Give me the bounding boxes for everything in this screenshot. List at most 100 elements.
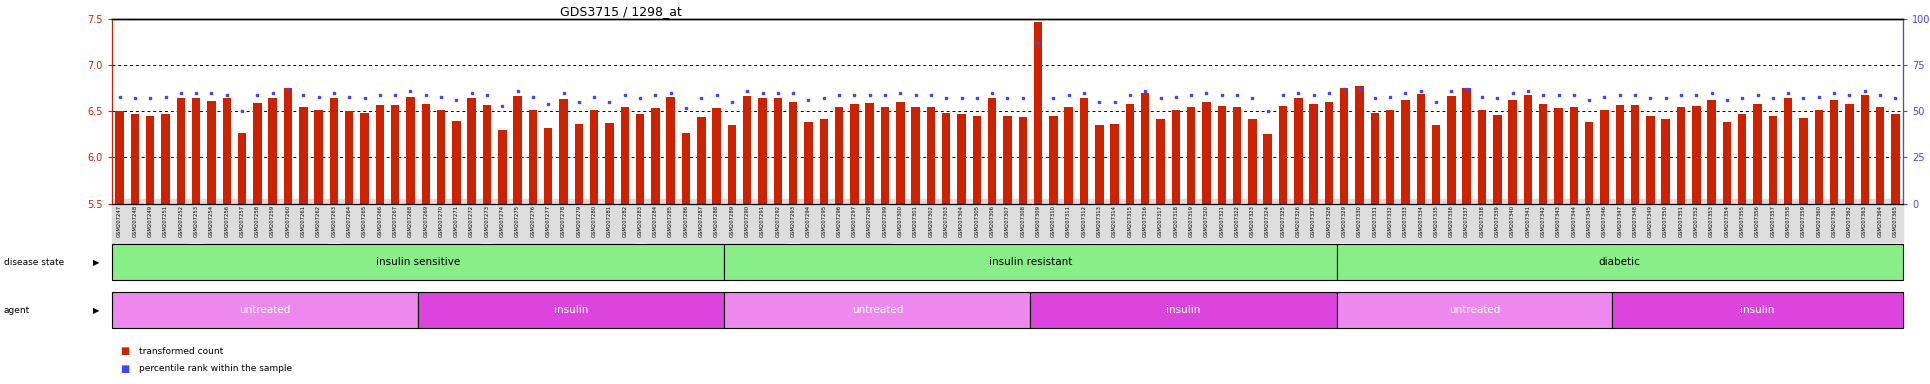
Bar <box>1494 115 1502 204</box>
Bar <box>805 122 813 204</box>
Bar <box>284 88 291 204</box>
Bar <box>697 117 706 204</box>
Bar <box>452 121 461 204</box>
Text: GDS3715 / 1298_at: GDS3715 / 1298_at <box>560 5 681 18</box>
Text: ▶: ▶ <box>93 258 98 266</box>
Bar <box>207 101 216 204</box>
Bar <box>1339 88 1349 204</box>
Bar <box>421 104 430 204</box>
Text: ▶: ▶ <box>93 306 98 314</box>
Bar <box>1631 105 1639 204</box>
Bar <box>419 292 724 328</box>
Bar <box>1538 104 1548 204</box>
Bar <box>728 125 735 204</box>
Bar <box>1264 134 1272 204</box>
Bar <box>392 105 400 204</box>
Bar <box>820 119 828 204</box>
Bar <box>112 292 419 328</box>
Bar <box>112 244 724 280</box>
Bar <box>911 107 921 204</box>
Bar <box>1448 96 1455 204</box>
Bar <box>758 98 766 204</box>
Bar <box>1218 106 1226 204</box>
Bar <box>1569 107 1579 204</box>
Text: diabetic: diabetic <box>1598 257 1640 267</box>
Bar <box>724 292 1031 328</box>
Text: insulin resistant: insulin resistant <box>988 257 1071 267</box>
Bar <box>498 130 506 204</box>
Bar <box>575 124 583 204</box>
Text: disease state: disease state <box>4 258 64 266</box>
Bar <box>1677 107 1685 204</box>
Bar <box>1752 104 1762 204</box>
Bar <box>1233 107 1241 204</box>
Bar <box>1202 102 1210 204</box>
Bar <box>957 114 965 204</box>
Bar <box>712 108 720 204</box>
Bar <box>405 97 415 204</box>
Bar <box>1034 22 1042 204</box>
Bar <box>789 102 797 204</box>
Bar <box>1523 95 1532 204</box>
Bar <box>724 244 1337 280</box>
Bar <box>147 116 154 204</box>
Bar <box>162 114 170 204</box>
Bar <box>591 111 598 204</box>
Bar <box>1031 292 1337 328</box>
Bar <box>1172 109 1179 204</box>
Bar <box>1814 111 1824 204</box>
Bar <box>836 107 843 204</box>
Bar <box>178 98 185 204</box>
Bar <box>1739 114 1747 204</box>
Bar <box>222 98 232 204</box>
Bar <box>880 107 890 204</box>
Bar <box>1110 124 1119 204</box>
Bar <box>1324 102 1334 204</box>
Bar <box>467 98 477 204</box>
Text: untreated: untreated <box>851 305 903 315</box>
Bar <box>191 98 201 204</box>
Text: insulin: insulin <box>1741 305 1776 315</box>
Bar <box>1861 95 1868 204</box>
Bar <box>1125 104 1135 204</box>
Bar <box>1386 109 1393 204</box>
Text: untreated: untreated <box>1449 305 1500 315</box>
Bar <box>774 98 782 204</box>
Bar <box>513 96 521 204</box>
Text: untreated: untreated <box>239 305 291 315</box>
Bar <box>1615 105 1623 204</box>
Bar <box>1187 107 1195 204</box>
Bar <box>1600 111 1610 204</box>
Bar <box>1079 98 1089 204</box>
Bar <box>1401 100 1409 204</box>
Bar <box>1554 108 1563 204</box>
Bar <box>942 113 950 204</box>
Bar <box>1065 107 1073 204</box>
Bar <box>315 111 322 204</box>
Text: ■: ■ <box>120 364 129 374</box>
Bar <box>436 109 446 204</box>
Bar <box>268 98 276 204</box>
Bar <box>1612 292 1903 328</box>
Bar <box>345 111 353 204</box>
Text: transformed count: transformed count <box>139 347 224 356</box>
Bar <box>1417 94 1424 204</box>
Bar <box>1050 116 1058 204</box>
Bar <box>1156 119 1164 204</box>
Bar <box>1337 292 1612 328</box>
Bar <box>1845 104 1853 204</box>
Bar <box>606 123 614 204</box>
Bar <box>1141 93 1150 204</box>
Bar <box>865 103 874 204</box>
Bar <box>621 107 629 204</box>
Text: insulin: insulin <box>1166 305 1200 315</box>
Bar <box>131 114 139 204</box>
Text: ■: ■ <box>120 346 129 356</box>
Bar <box>1463 88 1471 204</box>
Bar <box>1355 86 1365 204</box>
Bar <box>1309 104 1318 204</box>
Bar <box>973 116 980 204</box>
Bar <box>544 128 552 204</box>
Bar <box>1249 119 1256 204</box>
Bar <box>1478 109 1486 204</box>
